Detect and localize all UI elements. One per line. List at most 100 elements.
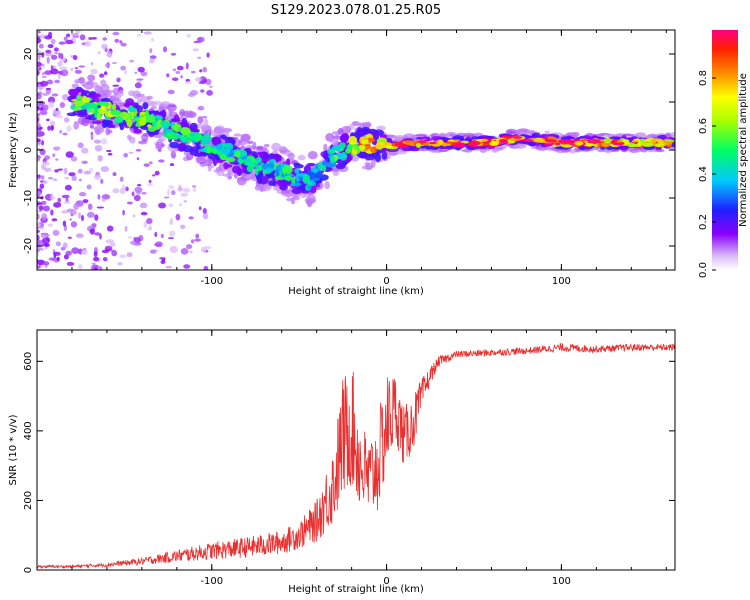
heatmap-cell	[280, 185, 285, 190]
heatmap-cell	[631, 140, 637, 143]
heatmap-cell	[323, 143, 328, 153]
heatmap-cell	[156, 138, 164, 145]
heatmap-speckle	[40, 175, 45, 180]
heatmap-cell	[627, 142, 635, 146]
heatmap-cell	[376, 125, 386, 131]
heatmap-speckle	[179, 203, 182, 207]
heatmap-cell	[293, 195, 301, 201]
heatmap-cell	[365, 162, 373, 171]
heatmap-cell	[604, 149, 612, 154]
heatmap-speckle	[127, 236, 132, 239]
y-tick-label: 200	[23, 491, 34, 510]
heatmap-speckle	[97, 155, 103, 162]
heatmap-speckle	[148, 223, 152, 230]
figure-title: S129.2023.078.01.25.R05	[271, 3, 441, 18]
heatmap-cell	[82, 97, 91, 103]
heatmap-speckle	[130, 240, 137, 245]
heatmap-speckle	[37, 117, 40, 123]
heatmap-speckle	[123, 152, 129, 158]
heatmap-cell	[114, 116, 124, 124]
heatmap-speckle	[197, 56, 202, 59]
heatmap-cell	[375, 141, 384, 150]
heatmap-speckle	[62, 220, 67, 227]
heatmap-cell	[81, 117, 90, 127]
heatmap-speckle	[209, 85, 213, 89]
heatmap-speckle	[112, 31, 120, 36]
heatmap-speckle	[88, 37, 93, 40]
heatmap-cell	[235, 150, 241, 158]
heatmap-cell	[306, 183, 312, 190]
heatmap-speckle	[87, 74, 96, 82]
heatmap-cell	[146, 95, 153, 100]
heatmap-speckle	[149, 58, 155, 64]
colorbar-tick-label: 0.4	[698, 166, 709, 182]
heatmap-speckle	[37, 156, 41, 162]
heatmap-cell	[307, 162, 316, 167]
heatmap-speckle	[143, 163, 150, 167]
heatmap-speckle	[53, 146, 61, 151]
heatmap-cell	[70, 104, 76, 110]
colorbar-label: Normalized spectral amplitude	[738, 73, 749, 227]
heatmap-cell	[394, 141, 404, 147]
heatmap-speckle	[37, 240, 43, 247]
heatmap-speckle	[46, 56, 50, 64]
heatmap-speckle	[183, 264, 191, 269]
heatmap-speckle	[38, 205, 44, 211]
heatmap-cell	[211, 131, 220, 137]
heatmap-speckle	[198, 206, 202, 211]
heatmap-cell	[202, 133, 212, 143]
heatmap-cell	[275, 169, 280, 178]
heatmap-speckle	[37, 122, 41, 129]
heatmap-speckle	[193, 40, 200, 44]
heatmap-cell	[96, 112, 102, 121]
heatmap-speckle	[172, 68, 177, 72]
heatmap-speckle	[180, 224, 186, 229]
heatmap-speckle	[96, 206, 105, 209]
heatmap-speckle	[79, 34, 86, 41]
heatmap-speckle	[93, 174, 102, 180]
heatmap-speckle	[157, 149, 162, 152]
heatmap-cell	[612, 143, 624, 146]
heatmap-speckle	[39, 34, 46, 39]
heatmap-cell	[125, 98, 135, 106]
heatmap-speckle	[186, 244, 193, 250]
heatmap-cell	[330, 155, 335, 164]
heatmap-speckle	[198, 81, 206, 85]
heatmap-cell	[385, 145, 394, 148]
heatmap-speckle	[186, 33, 192, 38]
heatmap-cell	[259, 184, 264, 192]
heatmap-speckle	[111, 62, 118, 64]
heatmap-cell	[175, 133, 181, 139]
heatmap-speckle	[46, 79, 54, 85]
heatmap-speckle	[77, 142, 84, 149]
heatmap-cell	[208, 164, 215, 169]
heatmap-speckle	[93, 256, 100, 262]
heatmap-speckle	[78, 264, 83, 270]
y-tick-label: -20	[23, 238, 34, 254]
heatmap-cell	[193, 133, 202, 142]
heatmap-speckle	[124, 225, 128, 232]
heatmap-speckle	[63, 167, 68, 175]
heatmap-cell	[444, 141, 456, 144]
heatmap-speckle	[37, 229, 40, 234]
heatmap-speckle	[67, 236, 72, 239]
heatmap-speckle	[168, 230, 176, 237]
heatmap-speckle	[75, 201, 81, 204]
heatmap-speckle	[78, 65, 85, 68]
heatmap-cell	[282, 164, 293, 174]
heatmap-speckle	[41, 161, 51, 166]
heatmap-cell	[345, 148, 352, 154]
colorbar-tick-label: 0.6	[698, 118, 709, 134]
heatmap-cell	[302, 174, 310, 183]
heatmap-cell	[383, 134, 396, 139]
heatmap-speckle	[167, 189, 170, 196]
heatmap-cell	[233, 133, 242, 137]
heatmap-speckle	[62, 94, 69, 101]
heatmap-speckle	[185, 62, 189, 70]
heatmap-cell	[512, 136, 523, 139]
heatmap-cell	[294, 168, 300, 174]
heatmap-cell	[544, 130, 550, 135]
heatmap-speckle	[137, 66, 145, 73]
heatmap-cell	[489, 141, 499, 146]
